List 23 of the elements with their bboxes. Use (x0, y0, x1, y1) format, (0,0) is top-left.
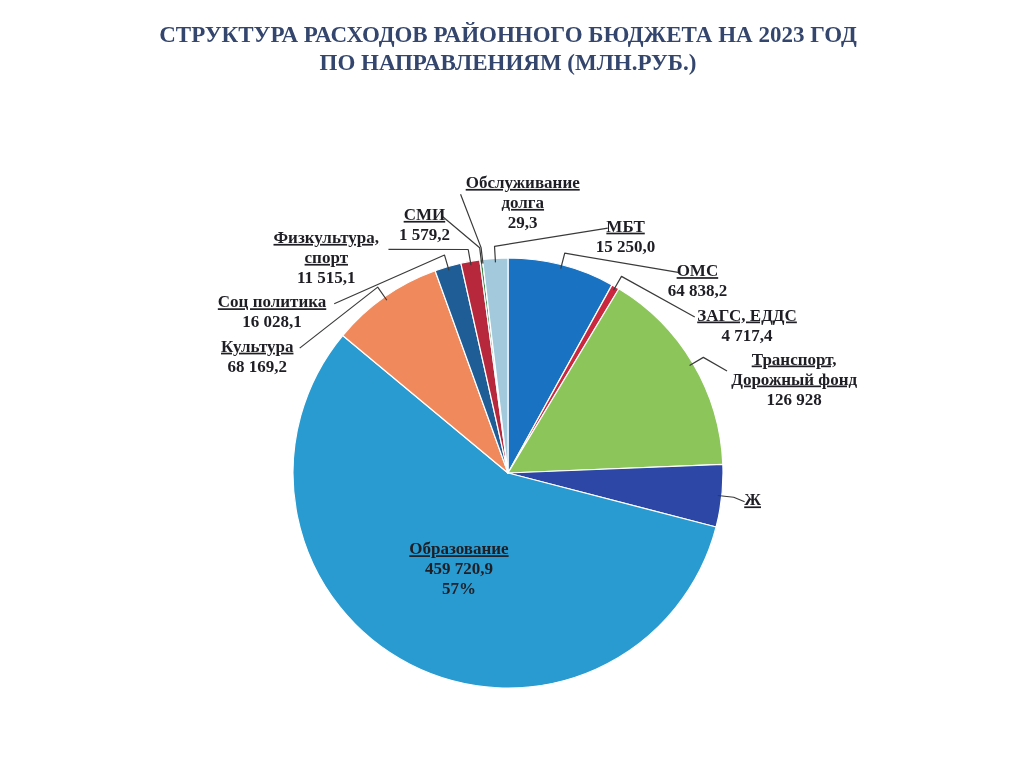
data-label: 68 169,2 (227, 356, 288, 376)
slice-label: Транспорт, Дорожный фонд (731, 349, 858, 389)
slice-label: СМИ (403, 204, 446, 224)
data-label: 16 028,1 (242, 312, 302, 332)
slice-label: Культура (221, 336, 294, 356)
slice-label: Ж (744, 490, 762, 510)
slice-label: Физкультура, спорт (273, 227, 380, 267)
slice-label: Соц политика (217, 292, 327, 312)
slice-label: МБТ (606, 216, 646, 236)
data-label: 459 720,9 (424, 559, 493, 579)
text: 57% (441, 579, 476, 599)
slice-label: Обслуживание долга (465, 172, 581, 212)
data-label: 4 717,4 (721, 325, 774, 345)
data-label: 126 928 (766, 389, 822, 409)
chart-title: СТРУКТУРА РАСХОДОВ РАЙОННОГО БЮДЖЕТА НА 2023 ГОД ПО НАПРАВЛЕНИЯМ (МЛН.РУБ.) (159, 22, 857, 75)
slice-label: ЗАГС, ЕДДС (697, 305, 797, 325)
data-label: 29,3 (507, 212, 538, 232)
slice-label: Образование (409, 539, 510, 559)
data-label: 11 515,1 (297, 267, 356, 287)
data-label: 64 838,2 (667, 281, 728, 301)
data-label: 15 250,0 (595, 236, 656, 256)
data-label: 1 579,2 (398, 224, 450, 244)
slice-label: ОМС (676, 261, 719, 281)
